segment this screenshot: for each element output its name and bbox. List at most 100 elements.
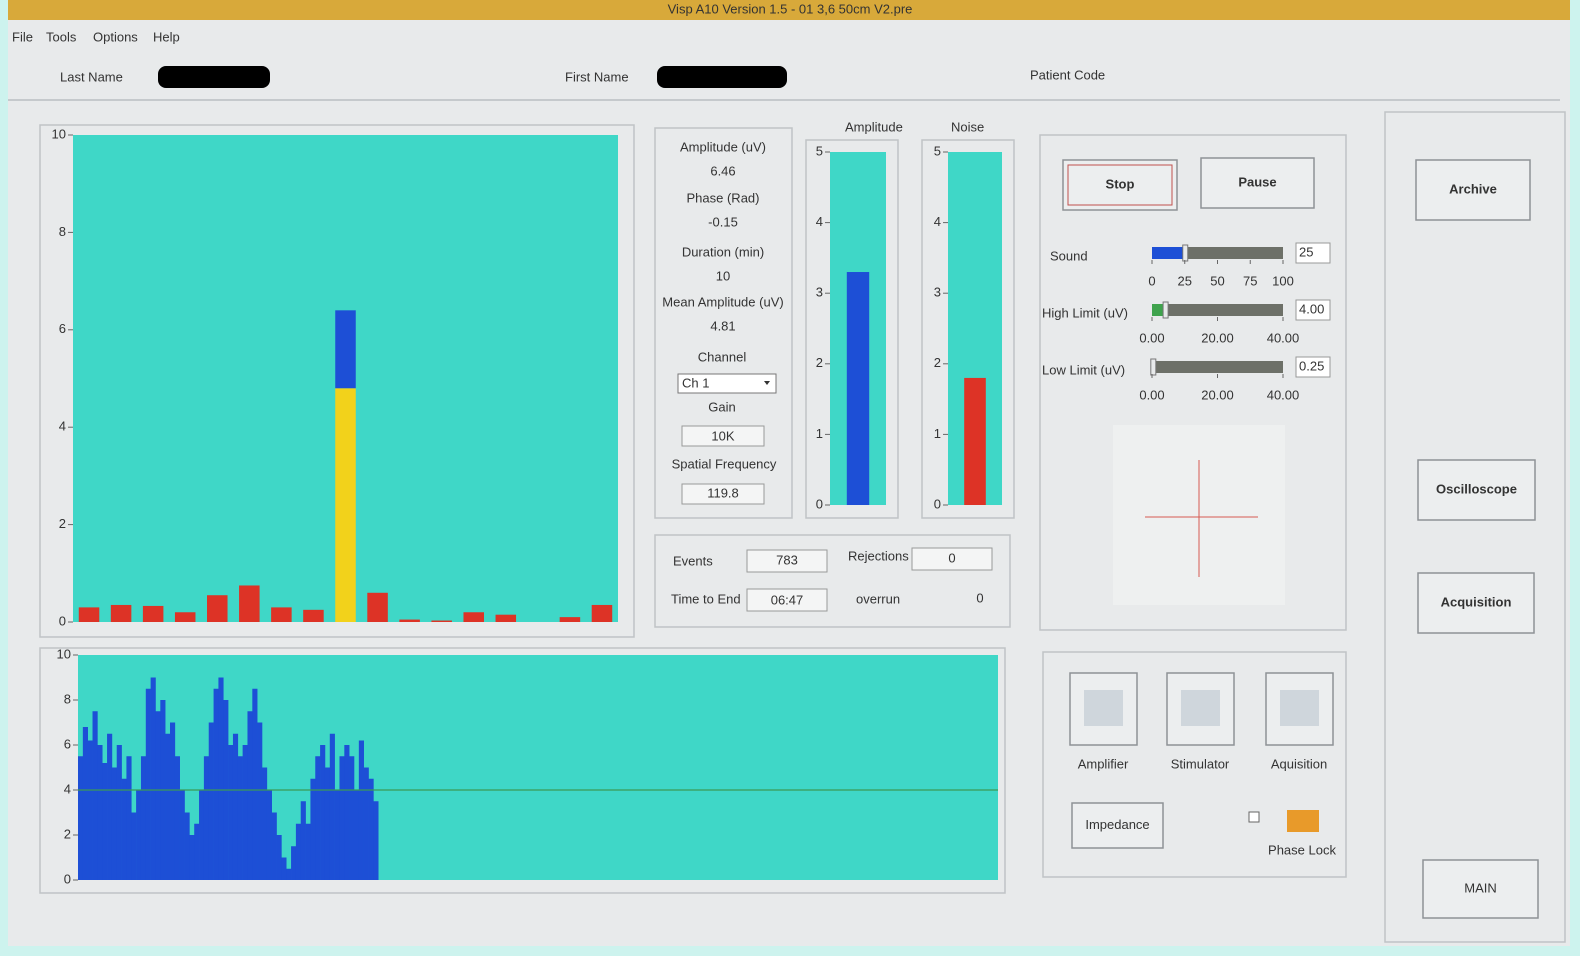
slider-thumb[interactable]: [1183, 245, 1188, 261]
bar: [262, 768, 267, 881]
y-tick-label: 0: [934, 496, 941, 511]
slider-track[interactable]: [1152, 361, 1283, 373]
slider-tick-label: 0: [1148, 273, 1155, 288]
slider-tick-label: 100: [1272, 273, 1294, 288]
button-label[interactable]: Stop: [1106, 176, 1135, 191]
bar: [146, 689, 151, 880]
bar: [175, 612, 196, 622]
icon: [1181, 690, 1220, 726]
screen: Visp A10 Version 1.5 - 01 3,6 50cm V2.pr…: [0, 0, 1580, 956]
bar: [301, 801, 306, 880]
menu-item[interactable]: File: [12, 29, 33, 44]
bar: [247, 711, 252, 880]
y-tick-label: 3: [934, 285, 941, 300]
y-tick-label: 10: [57, 646, 71, 661]
slider-tick-label: 0.00: [1139, 387, 1164, 402]
bar: [257, 723, 262, 881]
y-tick-label: 0: [64, 871, 71, 886]
measurement-value: 4.81: [710, 318, 735, 333]
y-tick-label: 2: [59, 516, 66, 531]
button-label[interactable]: Impedance: [1085, 817, 1149, 832]
button-label[interactable]: Archive: [1449, 181, 1497, 196]
slider-fill: [1152, 247, 1185, 259]
slider-tick-label: 75: [1243, 273, 1257, 288]
phase-lock-label: Phase Lock: [1268, 842, 1336, 857]
y-tick-label: 4: [64, 781, 71, 796]
icon: [1280, 690, 1319, 726]
phase-lock-icon: [1287, 810, 1319, 832]
bar: [373, 801, 378, 880]
measurement-label: Duration (min): [682, 244, 764, 259]
slider-label: High Limit (uV): [1042, 305, 1128, 320]
measurement-value: 10: [716, 268, 730, 283]
slider-tick-label: 40.00: [1267, 387, 1300, 402]
bar: [136, 790, 141, 880]
bar: [367, 593, 388, 622]
dropdown-value: Ch 1: [682, 375, 709, 390]
slider-track[interactable]: [1152, 304, 1283, 316]
field-value: 0: [948, 550, 955, 565]
bar: [847, 272, 869, 505]
window-title: Visp A10 Version 1.5 - 01 3,6 50cm V2.pr…: [668, 1, 913, 16]
slider-tick-label: 50: [1210, 273, 1224, 288]
bar: [122, 779, 127, 880]
bar: [320, 745, 325, 880]
bar: [78, 756, 83, 880]
bar: [277, 835, 282, 880]
menu-item[interactable]: Options: [93, 29, 138, 44]
field-label: Events: [673, 553, 713, 568]
module-label: Stimulator: [1171, 756, 1230, 771]
menu-item[interactable]: Help: [153, 29, 180, 44]
bar: [335, 790, 340, 880]
y-tick-label: 0: [816, 496, 823, 511]
slider-value: 25: [1299, 244, 1313, 259]
bar: [291, 846, 296, 880]
bar: [325, 768, 330, 881]
button-label[interactable]: Acquisition: [1441, 594, 1512, 609]
field-value: 10K: [711, 428, 734, 443]
y-tick-label: 3: [816, 285, 823, 300]
bar: [233, 734, 238, 880]
bar: [218, 678, 223, 881]
y-tick-label: 5: [816, 143, 823, 158]
button-label[interactable]: Oscilloscope: [1436, 481, 1517, 496]
slider-tick-label: 20.00: [1201, 330, 1234, 345]
field-label: Rejections: [848, 548, 909, 563]
menu-item[interactable]: Tools: [46, 29, 77, 44]
bar: [239, 585, 260, 622]
checkbox[interactable]: [1249, 812, 1259, 822]
measurement-label: Phase (Rad): [687, 190, 760, 205]
bar: [204, 756, 209, 880]
bar: [431, 621, 452, 622]
bar: [303, 610, 324, 622]
module-label: Amplifier: [1078, 756, 1129, 771]
measurement-label: Amplitude (uV): [680, 139, 766, 154]
field-value: 119.8: [707, 485, 739, 500]
bar: [83, 727, 88, 880]
slider-thumb[interactable]: [1163, 302, 1168, 318]
y-tick-label: 4: [816, 214, 823, 229]
bar: [143, 606, 164, 622]
bar: [330, 734, 335, 880]
bar: [306, 824, 311, 880]
bar: [344, 745, 349, 880]
slider-thumb[interactable]: [1151, 359, 1156, 375]
bar: [97, 745, 102, 880]
y-tick-label: 4: [934, 214, 941, 229]
field-value: 783: [776, 552, 798, 567]
y-tick-label: 1: [934, 426, 941, 441]
field-label: Gain: [708, 399, 735, 414]
field-label: Time to End: [671, 591, 741, 606]
bar: [349, 756, 354, 880]
field-label: Last Name: [60, 69, 123, 84]
bar: [141, 756, 146, 880]
button-label[interactable]: MAIN: [1464, 880, 1497, 895]
module-label: Aquisition: [1271, 756, 1327, 771]
bar: [102, 763, 107, 880]
bar: [281, 858, 286, 881]
redacted: [158, 66, 270, 88]
button-label[interactable]: Pause: [1238, 174, 1276, 189]
bar: [267, 790, 272, 880]
bar: [592, 605, 613, 622]
bar: [310, 779, 315, 880]
